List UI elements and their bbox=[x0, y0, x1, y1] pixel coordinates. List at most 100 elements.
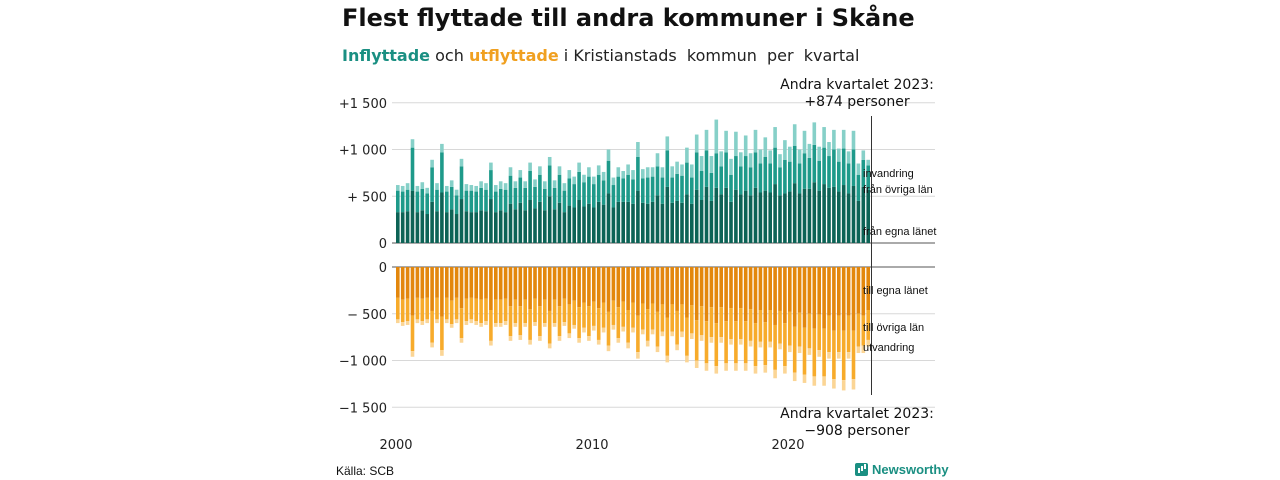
bar-invandring bbox=[396, 185, 400, 191]
y-tick-label: +1 500 bbox=[339, 97, 387, 112]
bar-till-egna-l-net bbox=[636, 267, 640, 316]
bar-till-egna-l-net bbox=[783, 267, 787, 324]
bar-invandring bbox=[788, 146, 792, 162]
bar-till-vriga-l-n bbox=[641, 303, 645, 330]
bar-fr-n-egna-l-net bbox=[528, 199, 532, 243]
bar-fr-n-egna-l-net bbox=[572, 207, 576, 243]
bar-till-egna-l-net bbox=[724, 267, 728, 322]
bar-fr-n-egna-l-net bbox=[734, 189, 738, 243]
bar-invandring bbox=[562, 183, 567, 191]
bar-till-egna-l-net bbox=[670, 267, 674, 305]
bar-fr-n-egna-l-net bbox=[547, 196, 552, 243]
series-label-out: till övriga län bbox=[863, 322, 924, 334]
bar-till-egna-l-net bbox=[660, 267, 665, 305]
bar-till-egna-l-net bbox=[631, 267, 635, 303]
bar-invandring bbox=[547, 156, 552, 166]
bar-fr-n-vriga-l-n bbox=[430, 167, 434, 202]
bar-till-vriga-l-n bbox=[513, 299, 518, 324]
bar-invandring bbox=[621, 171, 625, 179]
bar-till-egna-l-net bbox=[621, 267, 625, 302]
bar-fr-n-egna-l-net bbox=[709, 200, 714, 243]
y-tick-label: 0 bbox=[379, 261, 387, 276]
bar-till-egna-l-net bbox=[528, 267, 532, 310]
bar-invandring bbox=[832, 129, 836, 150]
bar-fr-n-egna-l-net bbox=[655, 195, 660, 243]
bar-utvandring bbox=[445, 319, 449, 324]
bar-invandring bbox=[552, 180, 557, 188]
y-tick-label: 0 bbox=[379, 237, 387, 252]
bar-invandring bbox=[709, 156, 714, 173]
bar-till-egna-l-net bbox=[518, 267, 523, 307]
bar-fr-n-vriga-l-n bbox=[694, 152, 699, 190]
bar-till-vriga-l-n bbox=[734, 321, 738, 364]
bar-utvandring bbox=[734, 363, 738, 371]
bar-fr-n-vriga-l-n bbox=[606, 160, 611, 194]
bar-fr-n-vriga-l-n bbox=[513, 187, 518, 210]
bar-till-vriga-l-n bbox=[709, 307, 714, 338]
bar-invandring bbox=[508, 167, 513, 176]
bar-till-vriga-l-n bbox=[851, 330, 856, 380]
bar-till-vriga-l-n bbox=[454, 297, 459, 320]
bar-till-egna-l-net bbox=[611, 267, 616, 301]
bar-invandring bbox=[400, 185, 405, 192]
bar-till-egna-l-net bbox=[645, 267, 650, 310]
bar-utvandring bbox=[763, 365, 768, 373]
bar-invandring bbox=[410, 139, 415, 148]
bar-fr-n-vriga-l-n bbox=[822, 147, 826, 185]
bar-fr-n-egna-l-net bbox=[714, 187, 719, 243]
bar-till-vriga-l-n bbox=[841, 330, 846, 381]
bar-fr-n-vriga-l-n bbox=[400, 191, 405, 213]
bar-till-egna-l-net bbox=[523, 267, 527, 300]
bar-till-vriga-l-n bbox=[420, 298, 425, 322]
bar-fr-n-egna-l-net bbox=[489, 199, 493, 243]
bar-till-egna-l-net bbox=[494, 267, 498, 300]
bar-invandring bbox=[538, 166, 542, 175]
bar-utvandring bbox=[822, 376, 826, 386]
bar-fr-n-vriga-l-n bbox=[611, 185, 616, 208]
bar-till-egna-l-net bbox=[694, 267, 699, 321]
bar-fr-n-egna-l-net bbox=[567, 205, 572, 243]
bar-till-egna-l-net bbox=[650, 267, 655, 304]
bar-till-egna-l-net bbox=[856, 267, 861, 314]
bar-utvandring bbox=[812, 376, 817, 386]
bar-fr-n-egna-l-net bbox=[685, 194, 689, 243]
bar-fr-n-egna-l-net bbox=[582, 206, 586, 243]
bar-invandring bbox=[822, 127, 826, 148]
bar-fr-n-egna-l-net bbox=[430, 201, 434, 243]
bar-utvandring bbox=[459, 338, 464, 343]
bar-fr-n-egna-l-net bbox=[611, 207, 616, 243]
bar-fr-n-egna-l-net bbox=[743, 190, 748, 243]
bar-invandring bbox=[812, 122, 817, 145]
bar-fr-n-vriga-l-n bbox=[494, 191, 498, 213]
bar-invandring bbox=[498, 181, 503, 189]
bar-till-vriga-l-n bbox=[547, 310, 552, 344]
bar-till-egna-l-net bbox=[866, 267, 870, 311]
bar-till-egna-l-net bbox=[812, 267, 817, 329]
bar-till-vriga-l-n bbox=[739, 308, 743, 339]
bar-utvandring bbox=[665, 355, 670, 363]
bar-invandring bbox=[739, 152, 743, 167]
bar-invandring bbox=[611, 177, 616, 186]
bar-invandring bbox=[856, 163, 861, 175]
bar-fr-n-egna-l-net bbox=[474, 212, 478, 243]
bar-utvandring bbox=[837, 352, 841, 359]
bar-till-vriga-l-n bbox=[768, 310, 772, 342]
bar-utvandring bbox=[543, 323, 547, 327]
bar-till-egna-l-net bbox=[827, 267, 831, 316]
bar-till-vriga-l-n bbox=[572, 300, 576, 325]
bar-utvandring bbox=[631, 327, 635, 333]
bar-till-egna-l-net bbox=[758, 267, 763, 311]
bar-fr-n-vriga-l-n bbox=[572, 184, 576, 208]
bar-till-vriga-l-n bbox=[743, 321, 748, 364]
bar-till-vriga-l-n bbox=[592, 301, 596, 326]
bar-till-egna-l-net bbox=[788, 267, 792, 312]
bar-fr-n-vriga-l-n bbox=[484, 189, 488, 212]
bar-till-vriga-l-n bbox=[665, 317, 670, 356]
bar-fr-n-egna-l-net bbox=[494, 212, 498, 243]
bar-invandring bbox=[518, 170, 523, 178]
bar-till-vriga-l-n bbox=[484, 298, 488, 322]
bar-till-egna-l-net bbox=[577, 267, 581, 308]
inflyttade-label: Inflyttade bbox=[342, 46, 431, 65]
bar-till-vriga-l-n bbox=[582, 302, 586, 328]
bar-till-egna-l-net bbox=[543, 267, 547, 300]
